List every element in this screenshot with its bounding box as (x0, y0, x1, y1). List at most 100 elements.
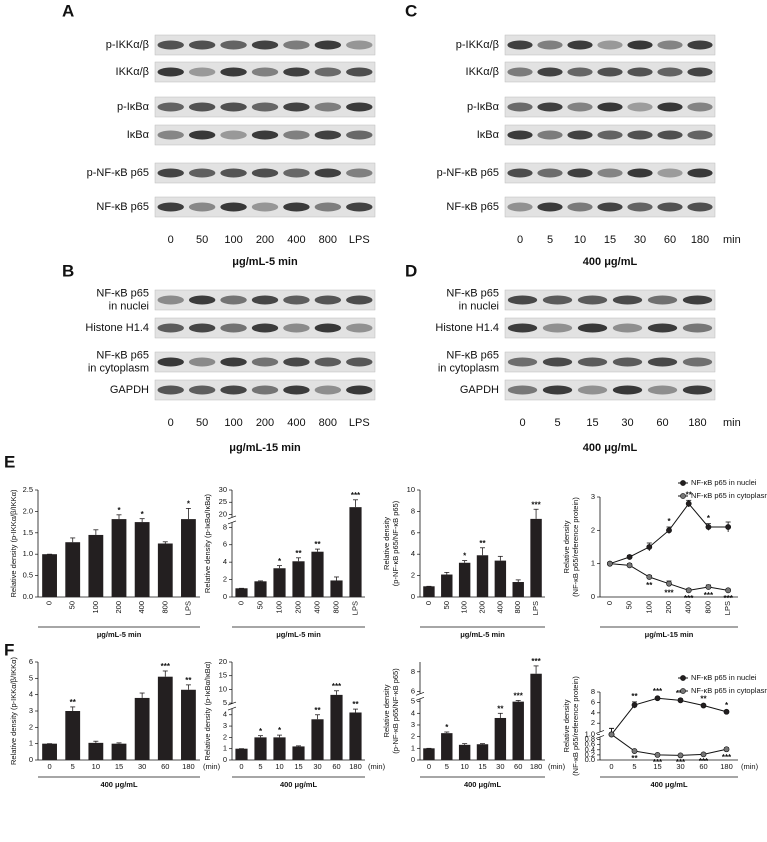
lane-label: LPS (349, 417, 370, 429)
blot-band (220, 67, 247, 77)
blot-band (188, 40, 216, 50)
blot-band (251, 67, 279, 77)
blot-band (657, 130, 683, 140)
blot-label: NF-κB p65 (96, 349, 149, 361)
blot-band (283, 385, 310, 395)
blot-label: Histone H1.4 (435, 322, 499, 334)
lane-label: 5 (547, 234, 553, 246)
y-tick-label: 2 (223, 732, 227, 741)
y-tick-label: 2 (223, 575, 227, 584)
y-axis-label: Relative density (p-IKKα/β/IKKα) (9, 489, 18, 598)
blot-band (251, 385, 279, 395)
y-tick-label: 3 (411, 720, 415, 729)
blot-band (682, 357, 713, 367)
condition-label: 400 μg/mL (583, 442, 638, 454)
y-tick-label: 0.5 (23, 571, 33, 580)
y-tick-label: 8 (223, 522, 227, 531)
point (626, 562, 633, 569)
blot-band (346, 385, 373, 395)
blot-band (627, 102, 653, 112)
y-tick-label: 15 (219, 671, 227, 680)
point (646, 574, 653, 580)
x-tick-label: 50 (68, 601, 77, 609)
blot-band (346, 295, 373, 305)
blot-band (346, 202, 373, 212)
x-axis-label: μg/mL-5 min (460, 630, 505, 639)
y-tick-label: 2 (411, 732, 415, 741)
blot-band (220, 385, 247, 395)
blot-band (220, 357, 247, 367)
blot-band (314, 40, 342, 50)
blot-band (597, 102, 623, 112)
bar (235, 588, 248, 597)
blot-band (283, 168, 310, 178)
significance-label: *** (531, 500, 541, 509)
y-tick-label: 4 (29, 690, 33, 699)
blot-band (251, 202, 279, 212)
blot-band (542, 357, 573, 367)
blot-band (251, 102, 279, 112)
y-tick-label: 2 (591, 718, 595, 727)
bar (311, 551, 324, 597)
significance-label: * (463, 552, 467, 561)
blot-band (157, 40, 184, 50)
blot-band (537, 40, 563, 50)
y-axis-label: Relative density (p-IκBα/IκBα) (203, 661, 212, 761)
point (677, 752, 684, 759)
point (700, 751, 707, 758)
point (700, 702, 707, 709)
y-tick-label: 6 (223, 540, 227, 549)
blot-band (507, 168, 533, 178)
bar (181, 689, 196, 760)
significance-label: *** (676, 758, 686, 767)
x-tick-label: 800 (513, 601, 522, 614)
bar (441, 733, 453, 760)
blot-band (346, 67, 373, 77)
point (606, 560, 613, 567)
lane-label: 0 (168, 417, 174, 429)
blot-label: IKKα/β (466, 66, 499, 78)
significance-label: ** (479, 539, 486, 548)
bar (273, 737, 286, 760)
lane-label: 100 (224, 417, 242, 429)
blot-band (597, 168, 623, 178)
lane-label: 400 (287, 234, 305, 246)
axis-break-mark (227, 520, 237, 525)
lane-label: 30 (621, 417, 633, 429)
blot-band (314, 323, 342, 333)
y-axis-label: (NF-κB p65/reference protein) (571, 676, 580, 776)
blot-band (657, 67, 683, 77)
x-tick-label: 0 (236, 601, 245, 605)
blot-label: p-IκBα (467, 101, 500, 113)
y-tick-label: 4 (411, 549, 415, 558)
condition-label: μg/mL-5 min (232, 256, 298, 268)
lane-label: 400 (287, 417, 305, 429)
lane-label: 200 (256, 234, 274, 246)
blot-band (657, 202, 683, 212)
axis-break-mark (415, 696, 425, 701)
y-axis-label: Relative density (p-IKKα/β/IKKα) (9, 656, 18, 765)
blot-band (346, 130, 373, 140)
blot-label: in cytoplasm (88, 362, 149, 374)
bar (476, 555, 489, 597)
point (677, 697, 684, 704)
x-axis-label: 400 μg/mL (464, 780, 502, 789)
axis-break-mark (227, 701, 237, 706)
blot-band (647, 323, 678, 333)
significance-label: * (445, 723, 449, 732)
blot-band (251, 323, 279, 333)
y-axis-label: Relative density (562, 520, 571, 573)
y-tick-label: 6 (411, 528, 415, 537)
y-tick-label: 6 (29, 657, 33, 666)
lane-label: 0 (517, 234, 523, 246)
x-tick-label: 180 (182, 762, 195, 771)
x-tick-label: 5 (71, 762, 75, 771)
y-tick-label: 2.5 (23, 485, 33, 494)
bar (42, 743, 57, 760)
bar (494, 717, 507, 760)
blot-band (627, 67, 653, 77)
blot-band (346, 323, 373, 333)
significance-label: ** (631, 754, 638, 763)
lane-label: 60 (656, 417, 668, 429)
blot-band (157, 385, 184, 395)
